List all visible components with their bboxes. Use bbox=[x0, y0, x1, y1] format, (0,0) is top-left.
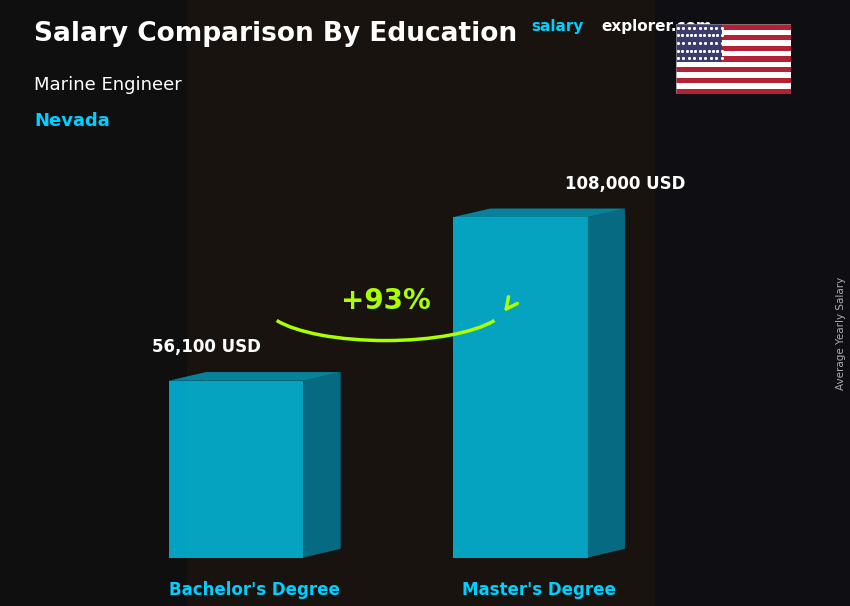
Bar bbox=[676, 83, 790, 88]
Bar bbox=[676, 30, 790, 35]
Polygon shape bbox=[453, 217, 587, 558]
Text: 56,100 USD: 56,100 USD bbox=[151, 338, 260, 356]
Text: Marine Engineer: Marine Engineer bbox=[34, 76, 182, 94]
Bar bbox=[676, 88, 790, 94]
Bar bbox=[676, 73, 790, 78]
Bar bbox=[676, 45, 790, 51]
Bar bbox=[187, 0, 654, 606]
Bar bbox=[676, 24, 790, 30]
Polygon shape bbox=[168, 381, 303, 558]
Polygon shape bbox=[168, 372, 341, 381]
Bar bbox=[676, 24, 722, 62]
Bar bbox=[676, 56, 790, 62]
Text: Average Yearly Salary: Average Yearly Salary bbox=[836, 277, 846, 390]
Text: Salary Comparison By Education: Salary Comparison By Education bbox=[34, 21, 517, 47]
Bar bbox=[676, 67, 790, 73]
Bar bbox=[676, 51, 790, 56]
Polygon shape bbox=[587, 208, 625, 558]
Bar bbox=[0, 0, 187, 606]
Bar bbox=[676, 35, 790, 41]
Polygon shape bbox=[453, 208, 625, 217]
Text: +93%: +93% bbox=[341, 287, 430, 315]
Text: 108,000 USD: 108,000 USD bbox=[564, 175, 685, 193]
Bar bbox=[654, 0, 850, 606]
Bar bbox=[676, 62, 790, 67]
Text: salary: salary bbox=[531, 19, 584, 35]
Text: Master's Degree: Master's Degree bbox=[462, 581, 616, 599]
Bar bbox=[676, 41, 790, 45]
Polygon shape bbox=[303, 372, 341, 558]
Text: explorer.com: explorer.com bbox=[601, 19, 711, 35]
Text: Bachelor's Degree: Bachelor's Degree bbox=[169, 581, 340, 599]
Bar bbox=[676, 78, 790, 83]
Text: Nevada: Nevada bbox=[34, 112, 110, 130]
